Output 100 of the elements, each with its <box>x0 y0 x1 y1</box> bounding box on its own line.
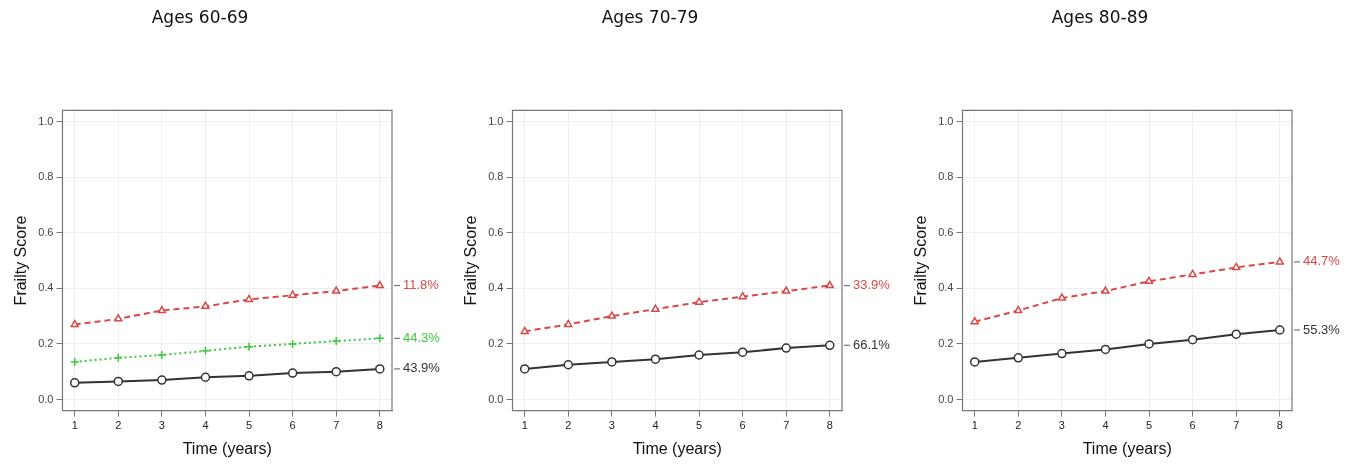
y-axis-title: Frailty Score <box>912 215 930 306</box>
x-tick-label: 5 <box>245 419 253 432</box>
y-tick-label: 0.6 <box>38 225 54 238</box>
point <box>244 341 254 352</box>
point <box>969 357 980 367</box>
point <box>287 368 298 378</box>
point <box>650 354 661 364</box>
x-tick-label: 8 <box>826 419 833 432</box>
y-tick-label: 0.2 <box>938 336 954 349</box>
x-tick-label: 8 <box>1276 419 1283 432</box>
point <box>1101 286 1110 294</box>
y-tick-label: 1.0 <box>488 114 504 127</box>
point <box>157 305 167 314</box>
y-tick-label: 0.0 <box>488 392 504 405</box>
point <box>157 350 167 360</box>
point <box>70 319 79 328</box>
x-tick-label: 4 <box>1102 419 1109 432</box>
y-tick-label: 0.0 <box>938 392 954 405</box>
point <box>114 314 123 322</box>
y-tick-label: 0.2 <box>488 336 504 349</box>
point <box>331 366 341 377</box>
point <box>1144 339 1154 349</box>
x-tick-label: 5 <box>695 419 703 432</box>
y-tick-label: 0.4 <box>38 281 54 294</box>
y-tick-label: 0.8 <box>38 170 54 183</box>
y-axis-title: Frailty Score <box>462 215 480 306</box>
point <box>694 297 704 305</box>
x-tick-label: 7 <box>783 419 790 432</box>
point <box>1057 293 1067 301</box>
y-tick-label: 0.6 <box>488 225 504 238</box>
x-tick-label: 3 <box>608 419 615 432</box>
point <box>694 350 704 360</box>
point <box>113 376 124 387</box>
x-tick-label: 5 <box>1145 419 1153 432</box>
point <box>1057 348 1067 359</box>
x-tick-label: 2 <box>565 419 572 432</box>
point <box>825 280 835 289</box>
point <box>519 364 530 374</box>
point <box>244 371 254 381</box>
point <box>331 336 341 346</box>
x-axis-title: Time (years) <box>182 439 272 457</box>
series-label: 33.9% <box>853 277 891 293</box>
point <box>737 347 748 357</box>
x-tick-label: 1 <box>521 419 528 432</box>
y-tick-label: 1.0 <box>938 114 954 127</box>
x-axis-title: Time (years) <box>1082 439 1172 457</box>
x-tick-label: 4 <box>202 419 209 432</box>
point <box>200 346 211 356</box>
point <box>1187 334 1198 345</box>
point <box>738 291 747 300</box>
point <box>564 319 573 328</box>
point <box>201 301 210 310</box>
point <box>1013 353 1024 363</box>
series-label: 44.3% <box>403 329 441 345</box>
y-tick-label: 0.6 <box>938 225 954 238</box>
series-label: 11.8% <box>403 277 440 293</box>
point <box>375 333 385 344</box>
point <box>1144 276 1154 285</box>
series-label: 55.3% <box>1303 321 1341 337</box>
point <box>332 286 341 294</box>
point <box>244 294 254 303</box>
point <box>69 357 80 367</box>
x-tick-label: 1 <box>71 419 78 432</box>
x-axis-title: Time (years) <box>632 439 722 457</box>
point <box>375 364 385 374</box>
point <box>287 339 298 349</box>
x-tick-label: 3 <box>158 419 165 432</box>
y-tick-label: 0.8 <box>938 170 954 183</box>
point <box>1231 329 1241 339</box>
y-tick-label: 0.4 <box>488 281 504 294</box>
point <box>157 375 167 385</box>
x-tick-label: 4 <box>652 419 659 432</box>
series-label: 43.9% <box>403 360 441 376</box>
point <box>1100 344 1111 355</box>
y-axis-title: Frailty Score <box>12 215 30 306</box>
point <box>782 286 791 294</box>
point <box>69 378 80 388</box>
x-tick-label: 6 <box>739 419 746 432</box>
x-tick-label: 2 <box>1015 419 1022 432</box>
series-label: 66.1% <box>853 336 891 352</box>
point <box>200 372 211 382</box>
x-tick-label: 6 <box>1189 419 1196 432</box>
point <box>1014 305 1023 314</box>
y-tick-label: 0.8 <box>488 170 504 183</box>
point <box>607 311 617 319</box>
y-tick-label: 1.0 <box>38 114 54 127</box>
x-tick-label: 8 <box>376 419 383 432</box>
y-tick-label: 0.0 <box>38 392 54 405</box>
x-tick-label: 7 <box>333 419 340 432</box>
point <box>970 316 979 325</box>
chart-title: Ages 70-79 <box>601 6 699 27</box>
chart-title: Ages 60-69 <box>151 6 249 27</box>
x-tick-label: 1 <box>971 419 978 432</box>
point <box>651 304 660 312</box>
point <box>113 353 124 363</box>
series-label: 44.7% <box>1303 253 1341 269</box>
point <box>1232 262 1241 271</box>
y-tick-label: 0.2 <box>38 336 54 349</box>
x-tick-label: 7 <box>1233 419 1240 432</box>
point <box>1275 325 1285 335</box>
